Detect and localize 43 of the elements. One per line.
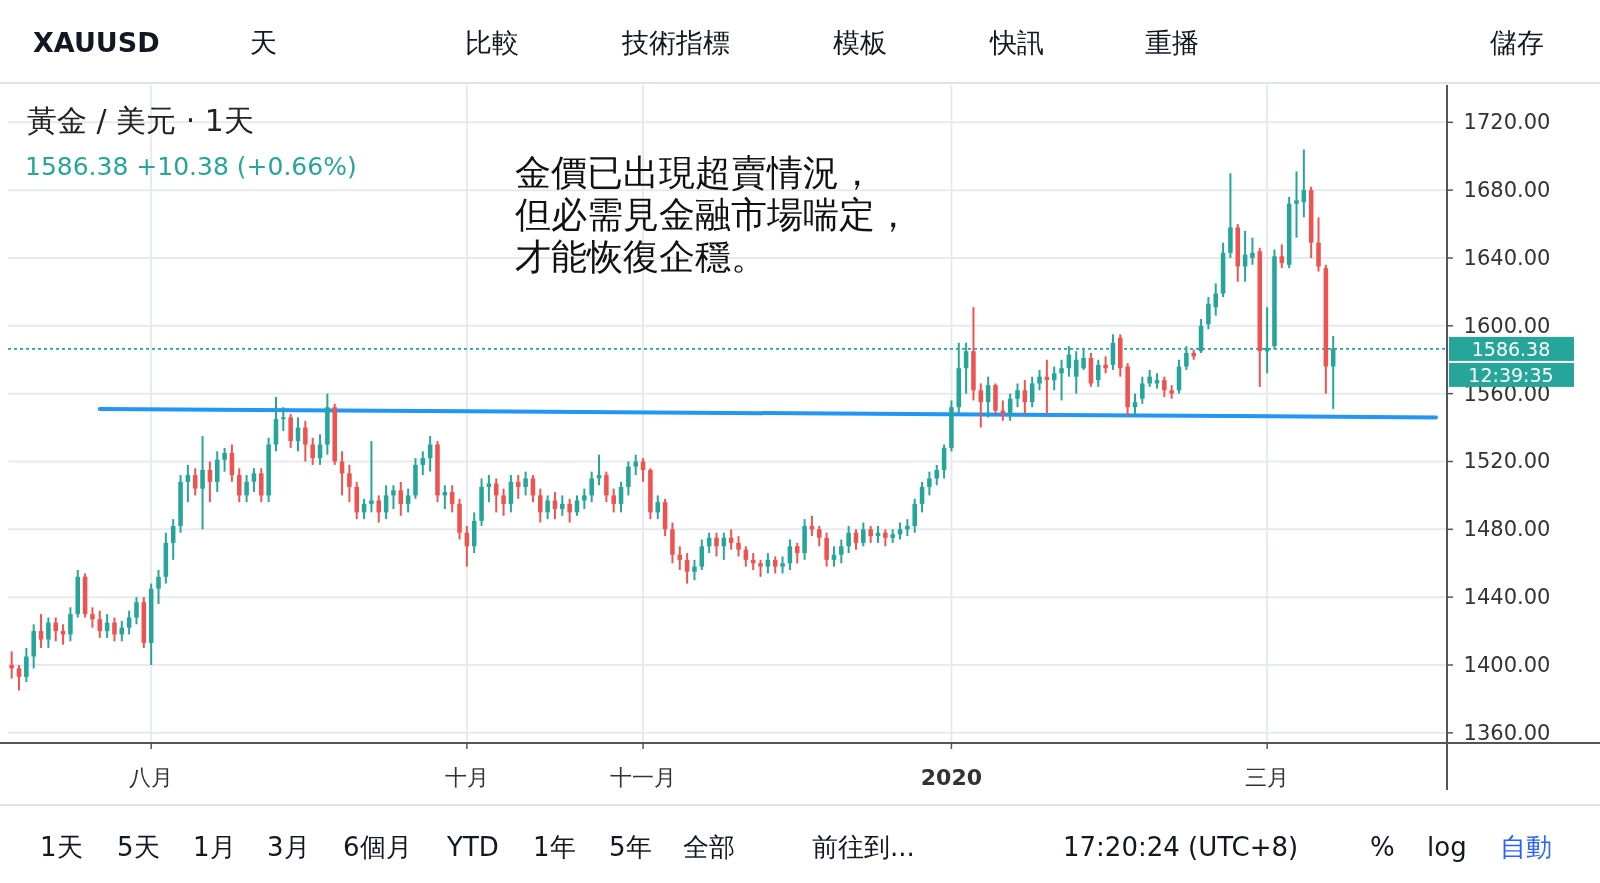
x-tick-label: 三月 <box>1245 765 1290 790</box>
text: 儲存 <box>1490 27 1544 58</box>
y-tick-label: 1640.00 <box>1463 245 1551 270</box>
text: log <box>1427 832 1467 862</box>
text: 快訊 <box>989 27 1044 58</box>
x-tick-label: 十一月 <box>610 765 677 790</box>
x-tick-label: 十月 <box>444 765 489 790</box>
text: 12:39:35 <box>1468 363 1554 386</box>
text: 天 <box>250 27 277 58</box>
y-tick-label: 1360.00 <box>1463 720 1551 745</box>
text: 5年 <box>609 832 652 862</box>
text: YTD <box>446 832 499 862</box>
text: 模板 <box>833 27 887 58</box>
y-tick-label: 1680.00 <box>1463 178 1551 203</box>
text: 自動 <box>1500 832 1552 862</box>
text: 1586.38 +10.38 (+0.66%) <box>25 152 357 181</box>
text: 技術指標 <box>621 27 730 58</box>
y-tick-label: 1440.00 <box>1463 585 1551 610</box>
annotation: 但必需見金融市場喘定， <box>515 194 911 235</box>
x-tick-label: 2020 <box>920 765 983 790</box>
annotation: 才能恢復企穩。 <box>515 236 767 277</box>
text: XAUUSD <box>33 27 160 58</box>
text: 1年 <box>533 832 576 862</box>
annotation: 金價已出現超賣情況， <box>515 152 875 193</box>
text: 1天 <box>40 832 83 862</box>
text: 3月 <box>267 832 310 862</box>
text: 黃金 / 美元 · 1天 <box>27 103 254 138</box>
text: 6個月 <box>343 832 412 862</box>
text: 17:20:24 (UTC+8) <box>1063 832 1299 862</box>
text: 比較 <box>465 27 519 58</box>
text: 1月 <box>193 832 236 862</box>
text: 重播 <box>1145 27 1199 58</box>
ref-line-label: 1586.38 <box>1471 337 1551 360</box>
y-tick-label: 1480.00 <box>1463 517 1551 542</box>
text: 前往到... <box>812 832 915 862</box>
y-tick-label: 1600.00 <box>1463 313 1551 338</box>
y-tick-label: 1520.00 <box>1463 449 1551 474</box>
x-tick-label: 八月 <box>129 765 174 790</box>
text: 5天 <box>117 832 160 862</box>
y-tick-label: 1720.00 <box>1463 110 1551 135</box>
text: % <box>1370 832 1395 862</box>
text: 全部 <box>683 832 735 862</box>
y-tick-label: 1400.00 <box>1463 652 1551 677</box>
